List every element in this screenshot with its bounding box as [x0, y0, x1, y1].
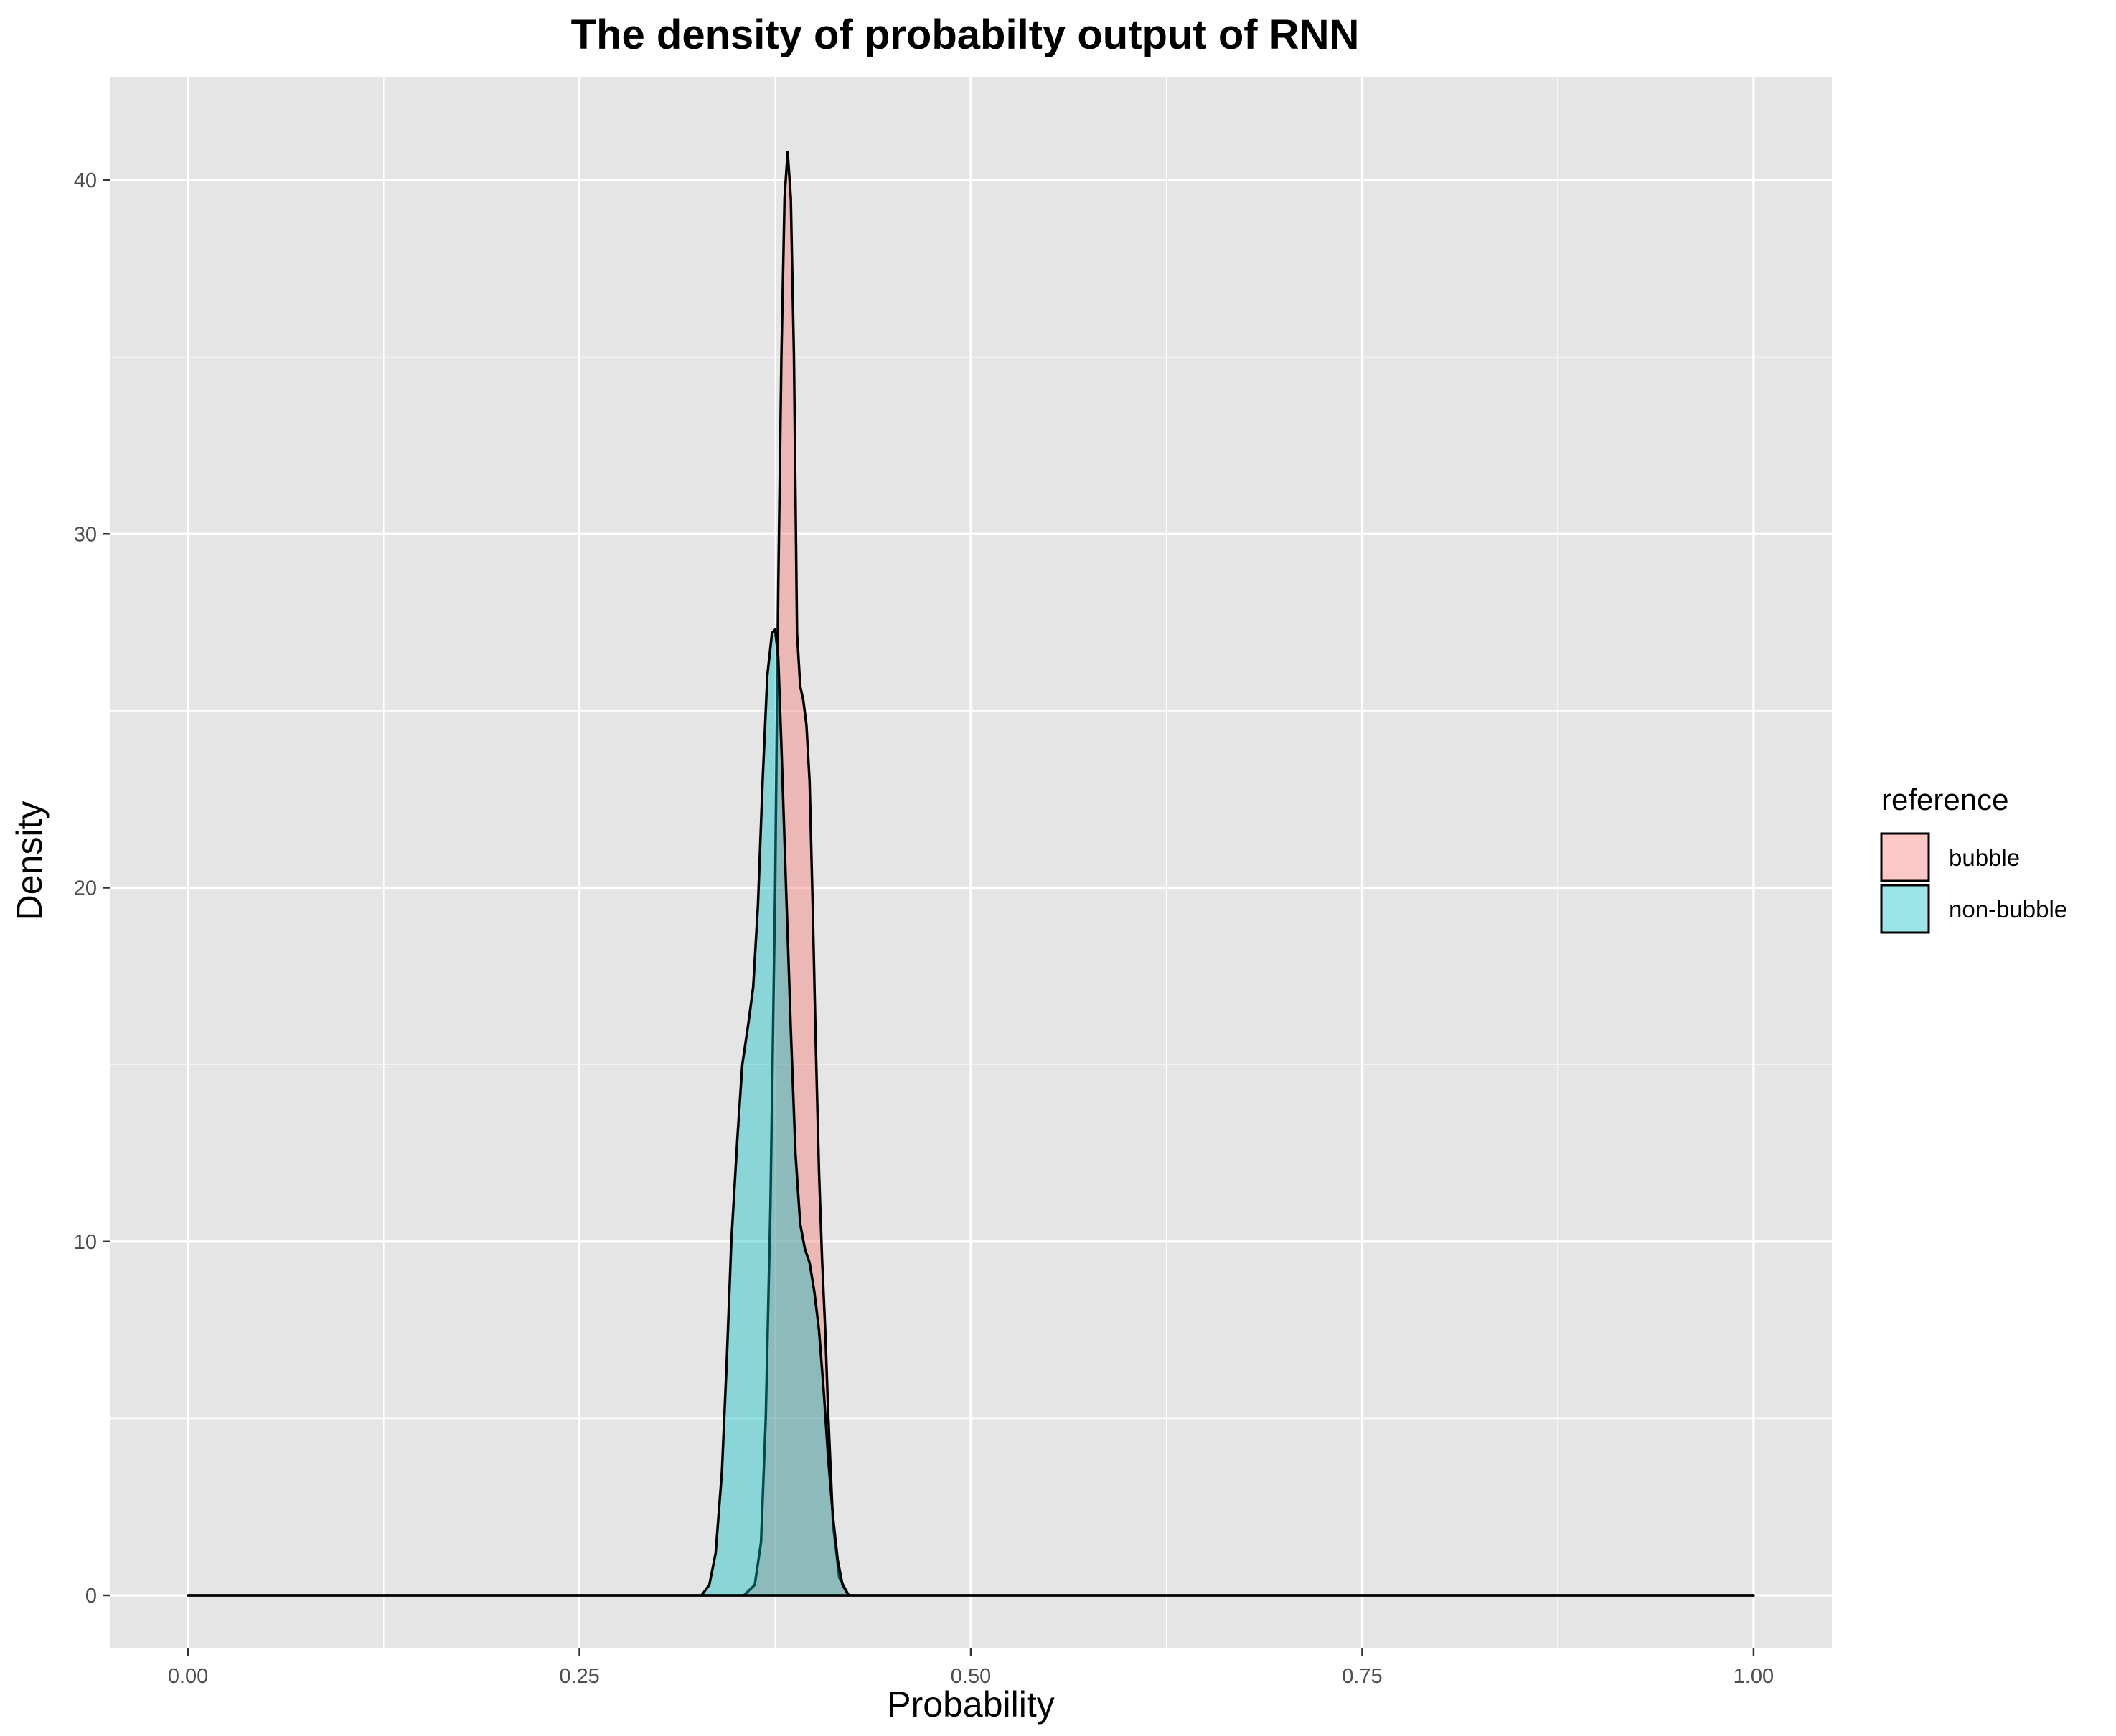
legend-title: reference — [1881, 783, 2008, 816]
x-tick-label: 0.00 — [168, 1665, 208, 1688]
x-tick-label: 0.25 — [559, 1665, 599, 1688]
x-axis: 0.00 0.25 0.50 0.75 1.00 — [168, 1648, 1774, 1688]
y-tick-label: 20 — [74, 877, 97, 900]
legend-label-bubble: bubble — [1949, 844, 2020, 871]
density-areas — [187, 150, 1755, 1597]
x-tick-label: 0.75 — [1342, 1665, 1382, 1688]
x-axis-title: Probability — [887, 1684, 1054, 1725]
legend-label-non-bubble: non-bubble — [1949, 896, 2067, 923]
x-tick-label: 1.00 — [1734, 1665, 1774, 1688]
y-tick-label: 30 — [74, 523, 97, 546]
y-tick-label: 0 — [85, 1585, 97, 1608]
x-tick-label: 0.50 — [951, 1665, 991, 1688]
y-tick-label: 10 — [74, 1231, 97, 1254]
y-tick-label: 40 — [74, 169, 97, 192]
density-area-bubble — [187, 150, 1755, 1597]
chart-title: The density of probabilty output of RNN — [571, 11, 1360, 58]
legend-key-bubble — [1880, 832, 1930, 882]
density-area-non-bubble — [187, 628, 1755, 1597]
y-axis-title: Density — [9, 801, 50, 921]
legend-key-non-bubble — [1880, 884, 1930, 934]
y-axis: 0 10 20 30 40 — [74, 169, 110, 1608]
legend: reference bubble non-bubble — [1880, 783, 2067, 934]
